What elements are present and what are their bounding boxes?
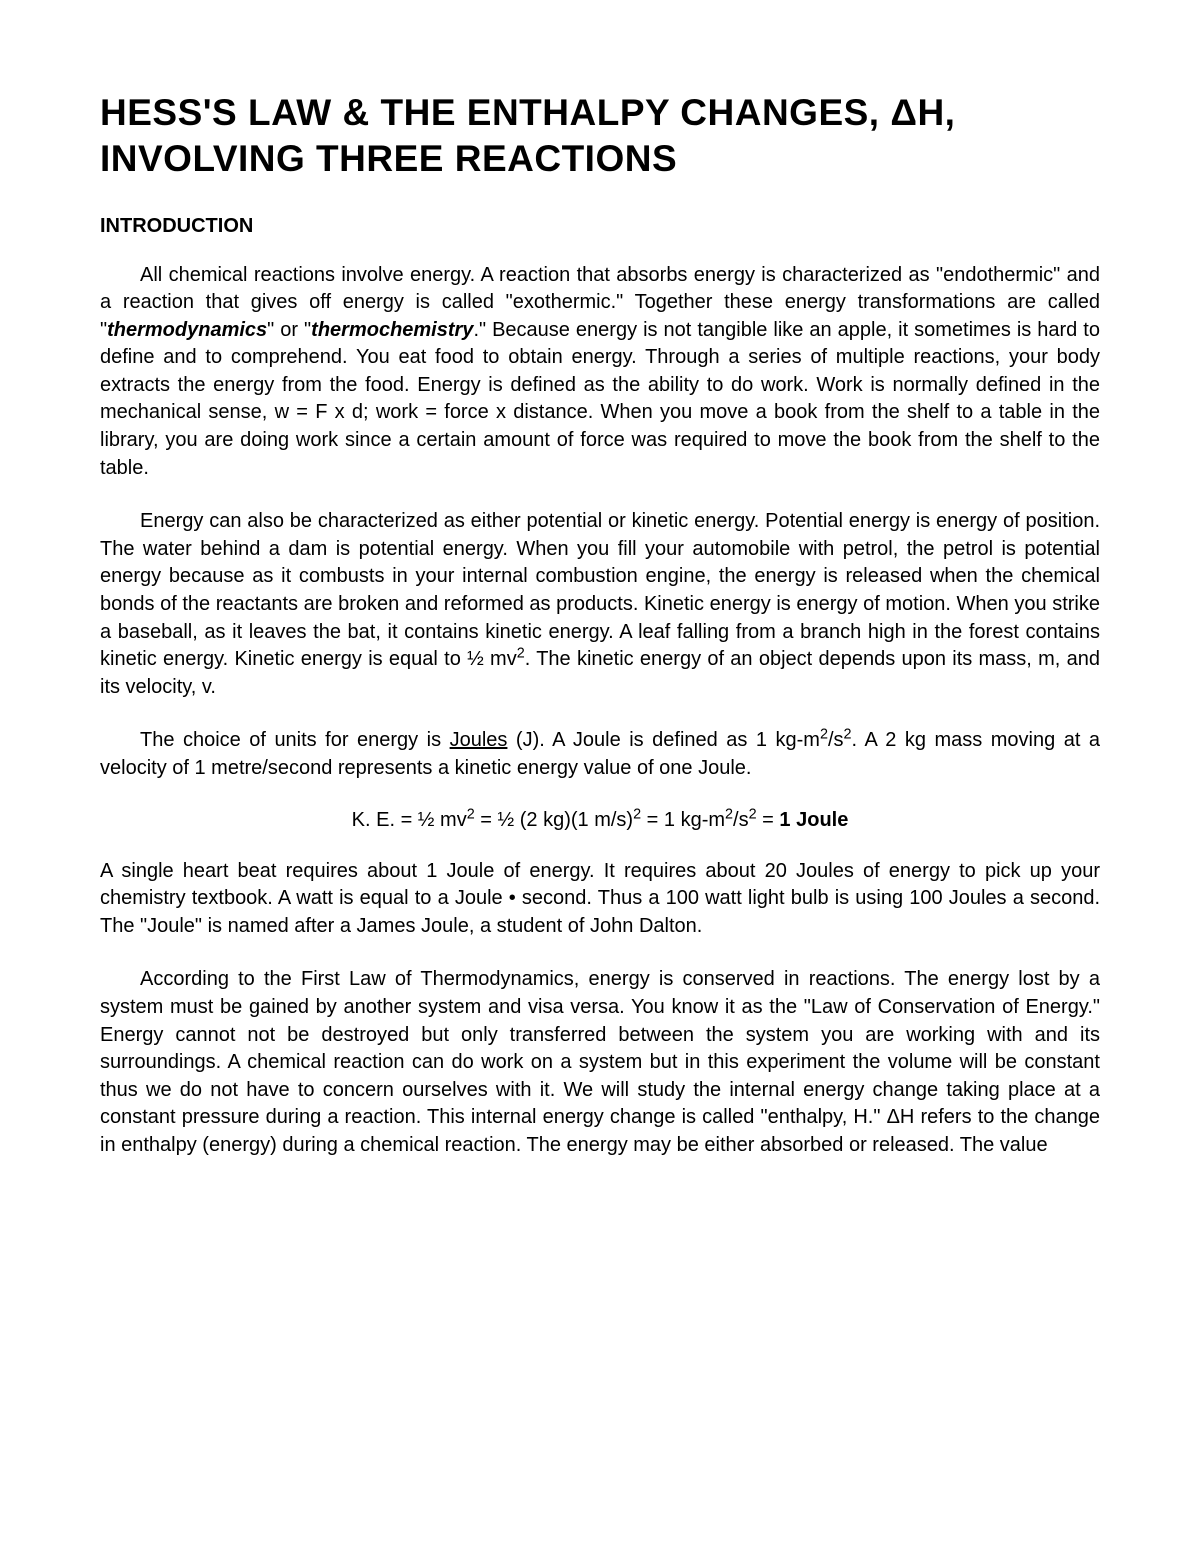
- paragraph-2: Energy can also be characterized as eith…: [100, 508, 1100, 701]
- kinetic-energy-equation: K. E. = ½ mv2 = ½ (2 kg)(1 m/s)2 = 1 kg-…: [100, 809, 1100, 832]
- p3-text-c: /s: [828, 729, 844, 751]
- p3-text-a: The choice of units for energy is: [140, 729, 450, 751]
- eq-b: = ½ (2 kg)(1 m/s): [475, 809, 633, 831]
- p1-text-c: ." Because energy is not tangible like a…: [100, 319, 1100, 479]
- term-joules: Joules: [450, 729, 508, 751]
- eq-s4: 2: [749, 806, 757, 822]
- p3-sup1: 2: [820, 727, 828, 743]
- eq-d: /s: [733, 809, 749, 831]
- p3-text-b: (J). A Joule is defined as 1 kg-m: [507, 729, 820, 751]
- p3-sup2: 2: [844, 727, 852, 743]
- term-thermochemistry: thermochemistry: [311, 319, 473, 341]
- paragraph-1: All chemical reactions involve energy. A…: [100, 262, 1100, 483]
- document-title: HESS'S LAW & THE ENTHALPY CHANGES, ΔH, I…: [100, 90, 1100, 183]
- paragraph-5: According to the First Law of Thermodyna…: [100, 966, 1100, 1159]
- eq-result: 1 Joule: [779, 809, 848, 831]
- eq-c: = 1 kg-m: [641, 809, 725, 831]
- p2-superscript: 2: [517, 646, 525, 662]
- eq-s2: 2: [633, 806, 641, 822]
- p1-text-b: " or ": [267, 319, 311, 341]
- eq-a: K. E. = ½ mv: [352, 809, 467, 831]
- eq-s1: 2: [467, 806, 475, 822]
- eq-s3: 2: [725, 806, 733, 822]
- eq-e: =: [757, 809, 780, 831]
- paragraph-3: The choice of units for energy is Joules…: [100, 727, 1100, 782]
- section-heading: INTRODUCTION: [100, 215, 1100, 238]
- paragraph-4: A single heart beat requires about 1 Jou…: [100, 858, 1100, 941]
- term-thermodynamics: thermodynamics: [107, 319, 267, 341]
- p2-text-a: Energy can also be characterized as eith…: [100, 510, 1100, 670]
